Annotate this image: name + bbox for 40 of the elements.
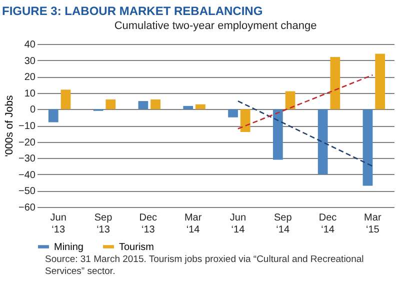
legend-label: Mining (54, 242, 84, 253)
bar (375, 54, 386, 110)
chart-subtitle: Cumulative two-year employment change (114, 20, 317, 32)
y-tick-label: −50 (18, 186, 36, 198)
y-tick-label: 30 (24, 56, 36, 67)
x-tick-label: Mar ‘15 (364, 212, 382, 236)
bar (48, 109, 58, 122)
bar (272, 109, 283, 160)
bar (183, 106, 194, 110)
bar (318, 109, 328, 174)
y-tick-label: −40 (18, 170, 36, 181)
x-tick-label: Sep ‘13 (94, 212, 113, 236)
bar (106, 99, 116, 110)
chart-title: FIGURE 3: LABOUR MARKET REBALANCING (1, 3, 264, 18)
legend-label: Tourism (119, 242, 154, 253)
x-tick-label: Jun ‘13 (50, 212, 66, 236)
y-tick-label: 0 (30, 104, 36, 116)
bar (285, 91, 296, 110)
bar (330, 57, 340, 110)
bar (228, 109, 238, 118)
bar (138, 101, 148, 110)
y-tick-label: −10 (18, 121, 36, 132)
bar (60, 90, 71, 110)
x-tick-label: Dec ‘13 (139, 212, 158, 236)
y-axis-title: '000s of Jobs (4, 95, 16, 157)
x-tick-label: Jun ‘14 (230, 212, 246, 236)
bar (196, 104, 206, 110)
y-tick-label: 40 (24, 40, 36, 50)
y-tick-label: 20 (24, 72, 36, 84)
source-note: Source: 31 March 2015. Tourism jobs proxied via “Cultural and Recreational Services” sector. (44, 254, 365, 279)
bar (240, 109, 250, 132)
x-tick-label: Dec ‘14 (318, 212, 337, 236)
y-tick-label: −60 (18, 202, 36, 214)
bar (150, 99, 160, 110)
x-tick-label: Sep ‘14 (274, 212, 292, 236)
y-tick-label: −30 (18, 154, 36, 165)
bar (362, 109, 373, 186)
y-tick-label: 10 (24, 88, 36, 100)
y-tick-label: −20 (18, 137, 36, 148)
x-tick-label: Mar ‘14 (184, 212, 202, 236)
